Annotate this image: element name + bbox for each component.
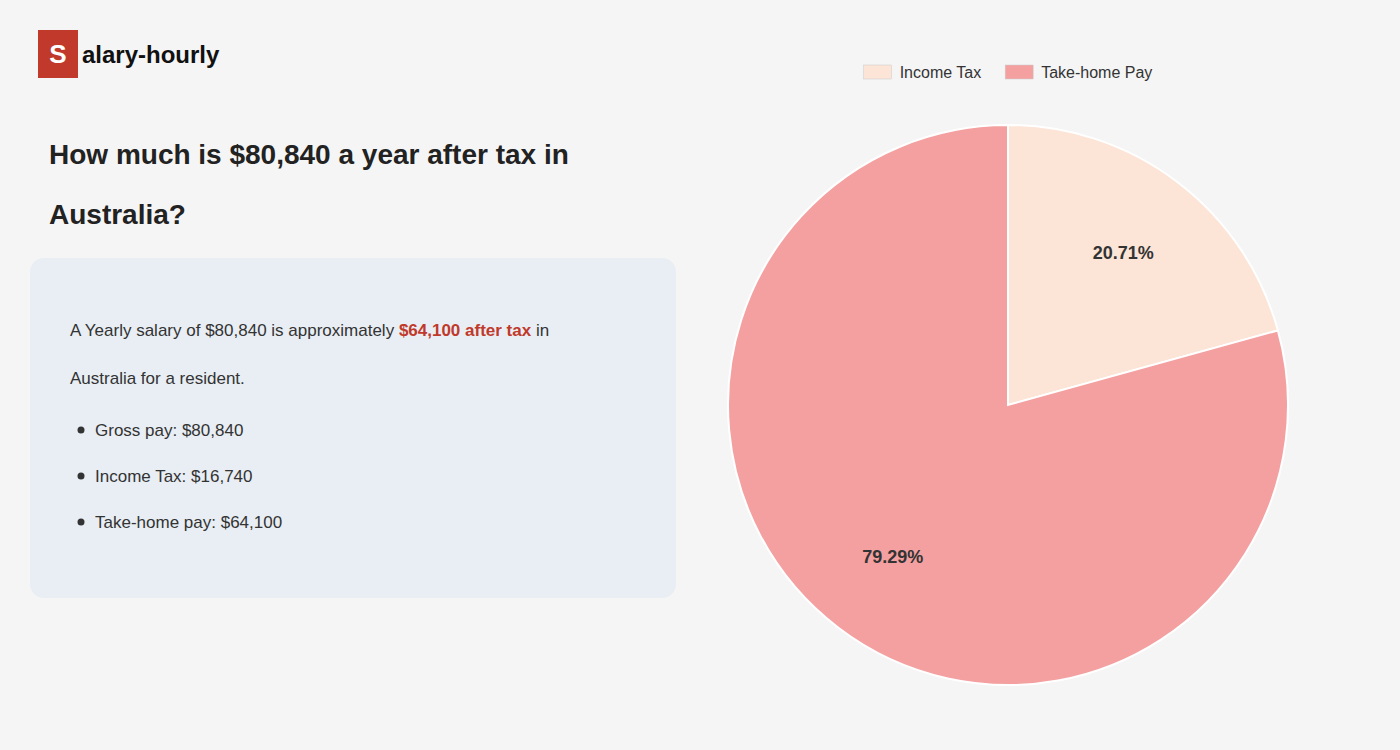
data-label: 20.71%: [1093, 243, 1154, 263]
legend-label: Take-home Pay: [1041, 64, 1152, 81]
chart: Salary-hourly How much is $80,840 a year …: [0, 0, 1400, 750]
title: How much is $80,840 a year after tax in: [49, 139, 569, 170]
info-box: [30, 258, 676, 598]
slice: [728, 125, 1288, 685]
info-line: A Yearly salary of $80,840 is approximat…: [70, 321, 549, 340]
bullet: [78, 473, 85, 480]
legend-swatch: [1005, 65, 1033, 79]
bullet: [78, 519, 85, 526]
info-line: Australia for a resident.: [70, 369, 245, 388]
info-run: in: [531, 321, 549, 340]
bullet-item: Income Tax: $16,740: [95, 467, 253, 486]
logo-text: alary-hourly: [82, 41, 220, 68]
legend-label: Income Tax: [900, 64, 982, 81]
info-run: A Yearly salary of $80,840 is approximat…: [70, 321, 399, 340]
bullet-item: Take-home pay: $64,100: [95, 513, 282, 532]
legend: Income Tax Take-home Pay: [864, 64, 1153, 81]
legend-item: Take-home Pay: [1005, 64, 1152, 81]
bullet: [78, 427, 85, 434]
background: [0, 0, 1400, 750]
logo-box: [38, 30, 78, 78]
bullet-item: Gross pay: $80,840: [95, 421, 243, 440]
info-run: $64,100 after tax: [399, 321, 532, 340]
logo: Salary-hourly: [38, 30, 220, 78]
data-label: 79.29%: [862, 547, 923, 567]
pie: [728, 125, 1288, 685]
legend-swatch: [864, 65, 892, 79]
logo-letter: S: [49, 39, 66, 69]
data-labels: 20.71% 79.29%: [862, 243, 1154, 566]
legend-item: Income Tax: [864, 64, 982, 81]
title: Australia?: [49, 199, 186, 230]
